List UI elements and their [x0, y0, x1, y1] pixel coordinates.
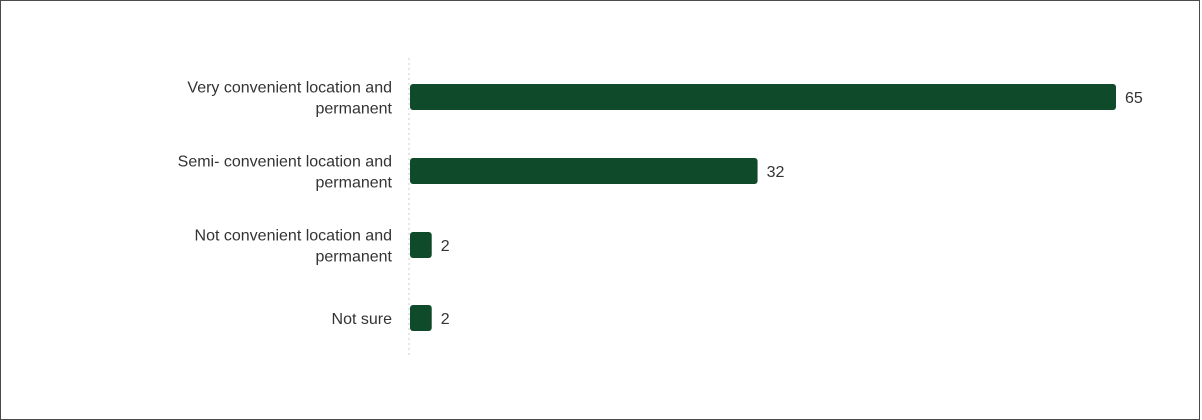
bar-2 [410, 232, 432, 258]
category-label-2: Not convenient location and permanent [195, 228, 393, 266]
value-label-2: 2 [441, 238, 450, 255]
bar-0 [410, 84, 1116, 110]
category-label-2-line-0: Not convenient location and [195, 228, 392, 245]
category-label-0: Very convenient location and permanent [187, 80, 392, 118]
category-label-1-line-1: permanent [316, 175, 393, 192]
category-label-1-line-0: Semi- convenient location and [178, 154, 392, 171]
category-label-1: Semi- convenient location and permanent [178, 154, 393, 192]
category-label-0-line-1: permanent [316, 101, 393, 118]
value-label-3: 2 [441, 311, 450, 328]
category-label-2-line-1: permanent [316, 249, 393, 266]
category-labels-group: Very convenient location and permanentSem… [178, 80, 393, 329]
bar-1 [410, 158, 758, 184]
value-label-0: 65 [1125, 90, 1143, 107]
bars-group [410, 84, 1116, 331]
category-label-3-line-0: Not sure [332, 311, 393, 328]
bar-chart: Very convenient location and permanentSem… [178, 58, 1143, 355]
value-label-1: 32 [767, 164, 785, 181]
category-label-3: Not sure [332, 311, 393, 328]
value-labels-group: 65 32 2 2 [441, 90, 1143, 328]
bar-3 [410, 305, 432, 331]
category-label-0-line-0: Very convenient location and [187, 80, 392, 97]
